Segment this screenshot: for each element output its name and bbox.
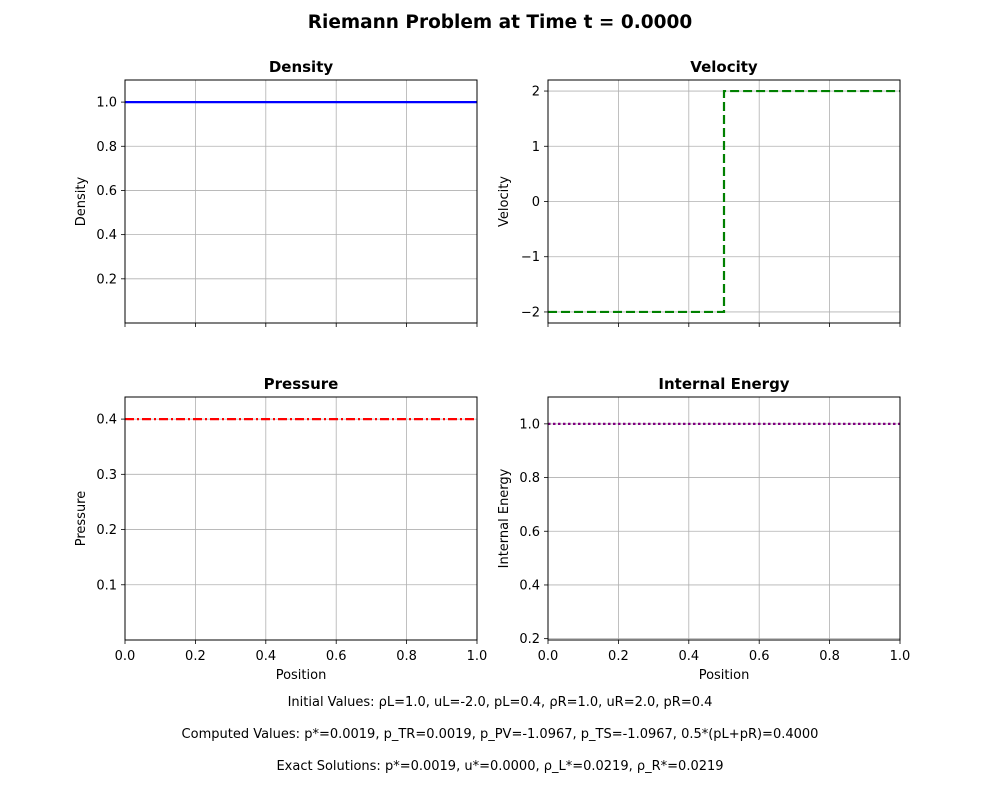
energy-x-tick-label: 0.2 <box>608 649 629 664</box>
pressure-y-tick-label: 0.2 <box>96 523 117 538</box>
velocity-y-tick-label: 1 <box>532 140 540 155</box>
density-panel-title: Density <box>269 58 334 76</box>
density-axes-frame <box>124 79 478 324</box>
pressure-axes-frame <box>124 396 478 641</box>
energy-y-axis-label: Internal Energy <box>497 468 512 568</box>
velocity-y-tick-label: 0 <box>532 195 540 210</box>
exact-solutions-text: Exact Solutions: p*=0.0019, u*=0.0000, ρ… <box>276 759 724 774</box>
pressure-x-tick-label: 0.2 <box>185 649 206 664</box>
pressure-panel-title: Pressure <box>264 375 339 393</box>
energy-axes-frame <box>547 396 901 641</box>
initial-values-text: Initial Values: ρL=1.0, uL=-2.0, pL=0.4,… <box>287 695 713 710</box>
pressure-y-axis-label: Pressure <box>74 491 89 547</box>
density-y-tick-label: 0.2 <box>96 272 117 287</box>
energy-x-tick-label: 0.0 <box>538 649 559 664</box>
velocity-y-tick-label: −1 <box>521 250 540 265</box>
computed-values-text: Computed Values: p*=0.0019, p_TR=0.0019,… <box>181 727 819 742</box>
energy-x-tick-label: 0.8 <box>819 649 840 664</box>
energy-x-tick-label: 1.0 <box>890 649 911 664</box>
pressure-x-axis-label: Position <box>276 668 327 683</box>
energy-y-tick-label: 0.6 <box>519 525 540 540</box>
velocity-y-tick-label: 2 <box>532 85 540 100</box>
pressure-x-tick-label: 0.6 <box>326 649 347 664</box>
velocity-panel-title: Velocity <box>690 58 758 76</box>
energy-panel-title: Internal Energy <box>658 375 789 393</box>
pressure-x-tick-label: 0.0 <box>115 649 136 664</box>
energy-x-axis-label: Position <box>699 668 750 683</box>
density-y-tick-label: 1.0 <box>96 96 117 111</box>
energy-x-tick-label: 0.6 <box>749 649 770 664</box>
density-y-tick-label: 0.4 <box>96 228 117 243</box>
pressure-y-tick-label: 0.4 <box>96 413 117 428</box>
velocity-series-line <box>548 89 900 314</box>
pressure-y-tick-label: 0.3 <box>96 468 117 483</box>
density-y-tick-label: 0.8 <box>96 140 117 155</box>
velocity-y-axis-label: Velocity <box>497 176 512 227</box>
pressure-x-tick-label: 1.0 <box>467 649 488 664</box>
density-y-tick-label: 0.6 <box>96 184 117 199</box>
energy-y-tick-label: 1.0 <box>519 417 540 432</box>
pressure-x-tick-label: 0.4 <box>255 649 276 664</box>
energy-x-tick-label: 0.4 <box>678 649 699 664</box>
energy-y-tick-label: 0.4 <box>519 578 540 593</box>
pressure-x-tick-label: 0.8 <box>396 649 417 664</box>
velocity-y-tick-label: −2 <box>521 305 540 320</box>
figure-title: Riemann Problem at Time t = 0.0000 <box>307 12 693 33</box>
density-y-axis-label: Density <box>74 176 89 226</box>
pressure-y-tick-label: 0.1 <box>96 578 117 593</box>
energy-y-tick-label: 0.8 <box>519 471 540 486</box>
energy-y-tick-label: 0.2 <box>519 632 540 647</box>
